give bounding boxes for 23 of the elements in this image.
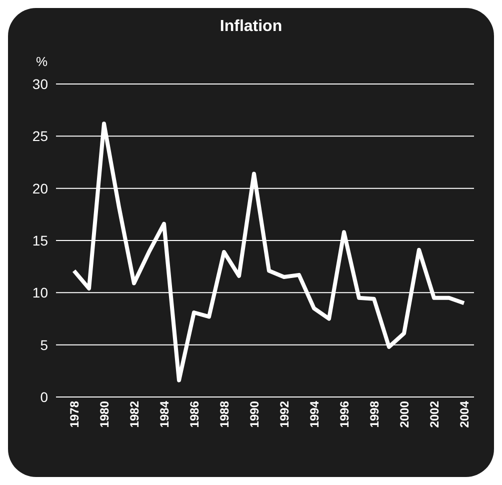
x-tick-label: 1998 [368, 400, 382, 428]
y-axis-title: % [36, 54, 48, 69]
x-tick-label: 1978 [68, 400, 82, 428]
x-tick-label: 1984 [158, 400, 172, 428]
x-tick-label: 1980 [98, 400, 112, 428]
x-tick-label: 1988 [218, 400, 232, 428]
x-tick-label: 2000 [398, 400, 412, 428]
y-tick-label: 5 [40, 336, 48, 353]
y-tick-label: 20 [32, 180, 48, 196]
x-tick-label: 1994 [308, 400, 322, 428]
y-tick-label: 25 [32, 128, 48, 144]
x-tick-label: 1990 [248, 400, 262, 428]
y-tick-label: 30 [32, 76, 48, 92]
x-tick-label: 2004 [458, 400, 472, 428]
y-tick-label: 0 [40, 388, 48, 405]
x-tick-label: 2002 [428, 400, 442, 428]
y-tick-label: 15 [32, 232, 48, 248]
x-tick-label: 1992 [278, 400, 292, 428]
y-tick-label: 10 [32, 284, 48, 301]
x-tick-label: 1982 [128, 400, 142, 428]
x-tick-label: 1996 [338, 400, 352, 428]
x-tick-label: 1986 [188, 400, 202, 428]
chart-title: Inflation [218, 18, 284, 36]
